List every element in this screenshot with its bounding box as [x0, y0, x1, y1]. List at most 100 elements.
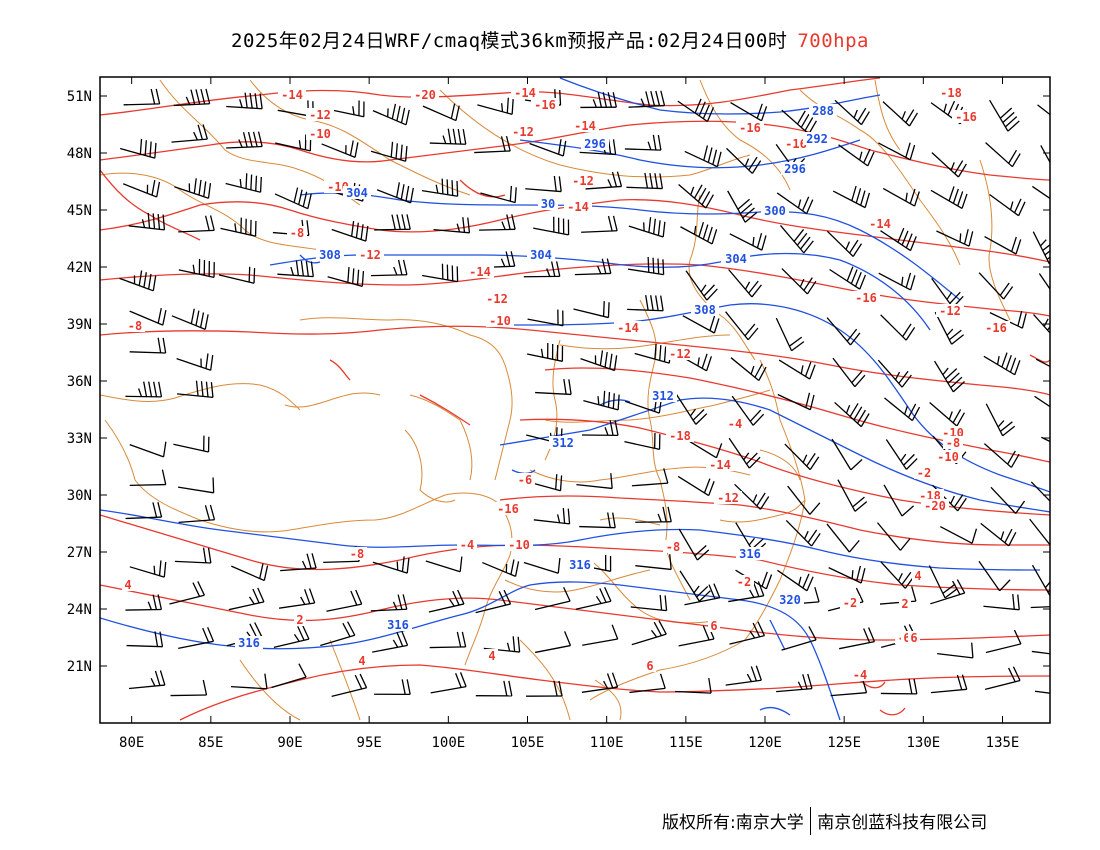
wind-barb: [275, 134, 312, 152]
isotherm-label: -14: [567, 200, 589, 214]
isotherm-label-bg: [916, 489, 944, 502]
height-label-bg: [761, 204, 789, 217]
height-label-bg: [384, 618, 412, 631]
wind-barb: [929, 401, 965, 427]
wind-barb: [933, 360, 965, 393]
wind-barb: [370, 141, 408, 162]
wind-barb: [677, 475, 715, 497]
height-contour-label: 316: [387, 618, 409, 632]
wind-barb: [989, 193, 1026, 217]
wind-barb: [834, 401, 870, 428]
wind-barb: [425, 556, 463, 573]
wind-barb: [523, 261, 561, 278]
isotherm-label: -2: [843, 596, 857, 610]
wind-barb: [728, 269, 762, 298]
wind-barb: [585, 171, 623, 190]
wind-barb: [781, 268, 817, 295]
wind-barb: [374, 214, 411, 231]
isotherm-label-bg: [411, 88, 439, 101]
isotherm-label: -8: [666, 540, 680, 554]
wind-barb: [630, 594, 668, 612]
isotherm-label-bg: [569, 174, 597, 187]
wind-barb: [939, 525, 978, 544]
height-contour-label: 312: [652, 389, 674, 403]
wind-barb: [422, 263, 459, 283]
wind-barb: [581, 420, 619, 436]
wind-barb: [990, 486, 1026, 514]
wind-barb: [777, 569, 814, 592]
height-label-bg: [343, 186, 371, 199]
isotherm-label-bg: [943, 436, 963, 449]
wind-barb: [421, 178, 459, 197]
isotherm-label: -14: [514, 86, 536, 100]
isotherm-label-bg: [850, 668, 870, 681]
wind-barb: [928, 565, 958, 599]
isotherm-label: -2: [737, 575, 751, 589]
wind-barb: [428, 589, 465, 613]
wind-barb: [937, 642, 974, 659]
wind-barb: [480, 185, 517, 204]
lat-tick-label: 30N: [67, 488, 92, 504]
wind-barb: [126, 631, 164, 648]
wind-barb: [220, 217, 257, 237]
wind-barb: [173, 88, 211, 107]
wind-barb: [627, 294, 664, 312]
wind-barb: [1033, 314, 1050, 342]
isotherm-label-bg: [483, 292, 511, 305]
wind-barb: [834, 99, 870, 126]
wind-barb: [784, 443, 820, 471]
wind-barb: [635, 554, 672, 571]
wind-barb: [1035, 358, 1050, 377]
height-contour-label: 316: [238, 636, 260, 650]
lon-tick-label: 95E: [357, 735, 382, 751]
lat-tick-label: 39N: [67, 317, 92, 333]
isotherm-label-bg: [531, 98, 559, 111]
wind-barb: [575, 587, 612, 610]
isotherm-label-bg: [706, 458, 734, 471]
wind-barb: [880, 561, 915, 589]
wind-barb: [727, 190, 758, 223]
wind-barb: [129, 441, 167, 458]
pressure-level-label: 700hpa: [797, 30, 869, 52]
isotherm-label-bg: [509, 125, 537, 138]
wind-barb: [231, 563, 269, 582]
wind-barb: [171, 308, 209, 330]
isotherm-label-bg: [666, 429, 694, 442]
wind-barb: [728, 581, 765, 603]
wind-barb: [629, 673, 666, 694]
wind-barb: [677, 98, 715, 123]
isotherm-label-bg: [736, 121, 764, 134]
isotherm-label: -16: [985, 321, 1007, 335]
wind-barb: [226, 131, 263, 149]
wind-barb: [526, 342, 564, 362]
isotherm-label-bg: [486, 649, 498, 662]
wind-barb: [832, 357, 866, 388]
wind-barb: [777, 392, 815, 411]
height-contour-label: 292: [806, 132, 828, 146]
wind-barb: [125, 594, 163, 611]
height-contour-labels: 2882922962963043030030430430830430831231…: [235, 104, 837, 650]
height-label-bg: [776, 593, 804, 606]
wind-barb: [271, 663, 307, 689]
wind-barb: [880, 227, 917, 252]
lon-tick-label: 80E: [119, 735, 144, 751]
wind-barb: [778, 359, 816, 380]
lon-tick-label: 100E: [431, 735, 465, 751]
isotherm-label: -12: [512, 125, 534, 139]
wind-barb: [129, 337, 167, 354]
isotherm-label-bg: [457, 538, 477, 551]
wind-barb: [573, 301, 610, 319]
wind-barb: [1029, 518, 1050, 548]
isotherm-label: -18: [669, 429, 691, 443]
isotherm-label: -16: [855, 291, 877, 305]
height-label-bg: [736, 547, 764, 560]
wind-barb: [321, 140, 359, 158]
isotherm-label: -10: [937, 450, 959, 464]
wind-barb: [178, 477, 215, 494]
wind-barb: [581, 215, 618, 233]
isotherm-label: -12: [669, 347, 691, 361]
isotherm-label-bg: [840, 596, 860, 609]
wind-barb: [725, 311, 759, 341]
wind-barb: [678, 183, 714, 209]
wind-barb: [781, 626, 817, 651]
